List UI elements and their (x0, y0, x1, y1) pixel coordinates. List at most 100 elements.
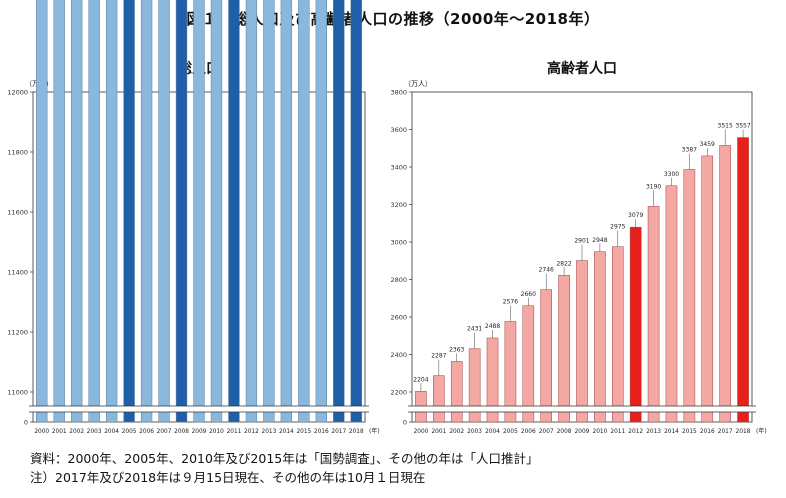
y-unit-label: （万人） (404, 80, 432, 88)
bar-2014 (665, 185, 678, 423)
x-tick-label: 2012 (628, 429, 643, 435)
notes: 資料：2000年、2005年、2010年及び2015年は「国勢調査」、その他の年… (30, 449, 539, 487)
x-tick-label: 2012 (244, 429, 259, 435)
bar-2002 (450, 361, 463, 423)
bar-2016 (701, 155, 714, 423)
x-tick-label: 2006 (139, 429, 154, 435)
source-note: 資料：2000年、2005年、2010年及び2015年は「国勢調査」、その他の年… (30, 451, 539, 466)
x-tick-label: 2007 (539, 429, 554, 435)
bar-2016 (315, 0, 327, 423)
bar-2007 (540, 289, 553, 423)
bar-2009 (576, 260, 588, 423)
x-tick-label: 2001 (52, 429, 67, 435)
x-tick-label: 2004 (485, 429, 500, 435)
data-label-2012: 3079 (628, 212, 643, 219)
y-tick-label: 11800 (7, 149, 28, 157)
bar-2014 (280, 0, 293, 423)
x-tick-label: 2002 (69, 429, 84, 435)
data-label-2001: 2287 (431, 353, 446, 360)
x-tick-label: 2005 (122, 429, 137, 435)
x-tick-label: 2004 (104, 429, 119, 435)
bar-2004 (105, 0, 118, 423)
x-tick-label: 2011 (227, 429, 242, 435)
y-tick-label: 2800 (390, 276, 407, 284)
y-tick-label: 12000 (7, 89, 28, 97)
x-tick-label: 2003 (467, 429, 482, 435)
x-tick-label: 2006 (521, 429, 536, 435)
bar-2010 (594, 251, 606, 423)
bar-2017 (333, 0, 345, 423)
bar-2007 (158, 0, 170, 423)
bar-2008 (175, 0, 188, 423)
x-unit-label: (年) (369, 427, 380, 435)
data-label-2003: 2431 (467, 326, 482, 333)
x-tick-label: 2013 (646, 429, 661, 435)
bar-2015 (298, 0, 310, 423)
x-tick-label: 2000 (34, 429, 49, 435)
y-tick-label: 0 (403, 419, 407, 427)
y-tick-label: 0 (24, 419, 28, 427)
y-tick-label: 3200 (390, 201, 407, 209)
data-label-2010: 2948 (592, 237, 607, 244)
bar-2003 (88, 0, 100, 423)
bar-2009 (193, 0, 205, 423)
x-tick-label: 2000 (414, 429, 429, 435)
bar-2005 (123, 0, 135, 423)
axis-break-band (408, 406, 756, 412)
x-tick-label: 2018 (736, 429, 751, 435)
x-tick-label: 2002 (449, 429, 464, 435)
data-label-2013: 3190 (646, 183, 661, 190)
bar-2010 (210, 0, 223, 423)
y-tick-label: 3600 (390, 126, 407, 134)
bar-2013 (647, 206, 660, 423)
x-tick-label: 2015 (682, 429, 697, 435)
data-label-2008: 2822 (556, 260, 571, 267)
data-label-2014: 3300 (664, 171, 679, 178)
data-label-2002: 2363 (449, 346, 464, 353)
y-tick-label: 11600 (7, 209, 28, 217)
bar-2002 (71, 0, 83, 423)
y-tick-label: 3800 (390, 89, 407, 97)
x-tick-label: 2010 (209, 429, 224, 435)
bar-2006 (140, 0, 153, 423)
data-label-2018: 3557 (735, 123, 750, 130)
data-label-2016: 3459 (700, 141, 715, 148)
x-tick-label: 2017 (718, 429, 733, 435)
footnote: 注）2017年及び2018年は９月15日現在、その他の年は10月１日現在 (30, 470, 426, 485)
x-tick-label: 2003 (87, 429, 102, 435)
x-tick-label: 2009 (192, 429, 207, 435)
x-tick-label: 2016 (700, 429, 715, 435)
data-label-2015: 3387 (682, 146, 697, 153)
x-tick-label: 2008 (174, 429, 189, 435)
bar-2001 (433, 375, 445, 423)
x-tick-label: 2013 (262, 429, 277, 435)
y-tick-label: 2600 (390, 314, 407, 322)
x-tick-label: 2007 (157, 429, 172, 435)
bar-2012 (245, 0, 258, 423)
bar-2015 (683, 169, 696, 423)
data-label-2017: 3515 (718, 122, 733, 129)
x-tick-label: 2005 (503, 429, 518, 435)
y-tick-label: 2400 (390, 351, 407, 359)
x-tick-label: 2009 (575, 429, 590, 435)
x-tick-label: 2017 (331, 429, 346, 435)
data-label-2011: 2975 (610, 224, 625, 231)
x-tick-label: 2001 (431, 429, 446, 435)
data-label-2007: 2746 (539, 267, 554, 274)
bar-2006 (522, 305, 535, 423)
data-label-2009: 2901 (574, 238, 589, 245)
bar-2000 (36, 0, 48, 423)
axis-break-band (29, 406, 369, 412)
bar-2017 (719, 145, 731, 423)
bar-2013 (263, 0, 275, 423)
x-tick-label: 2016 (314, 429, 329, 435)
bar-2012 (629, 226, 642, 423)
x-tick-label: 2014 (279, 429, 294, 435)
x-tick-label: 2015 (296, 429, 311, 435)
bar-2011 (611, 246, 624, 423)
y-tick-label: 3400 (390, 164, 407, 172)
bar-2018 (737, 137, 749, 423)
